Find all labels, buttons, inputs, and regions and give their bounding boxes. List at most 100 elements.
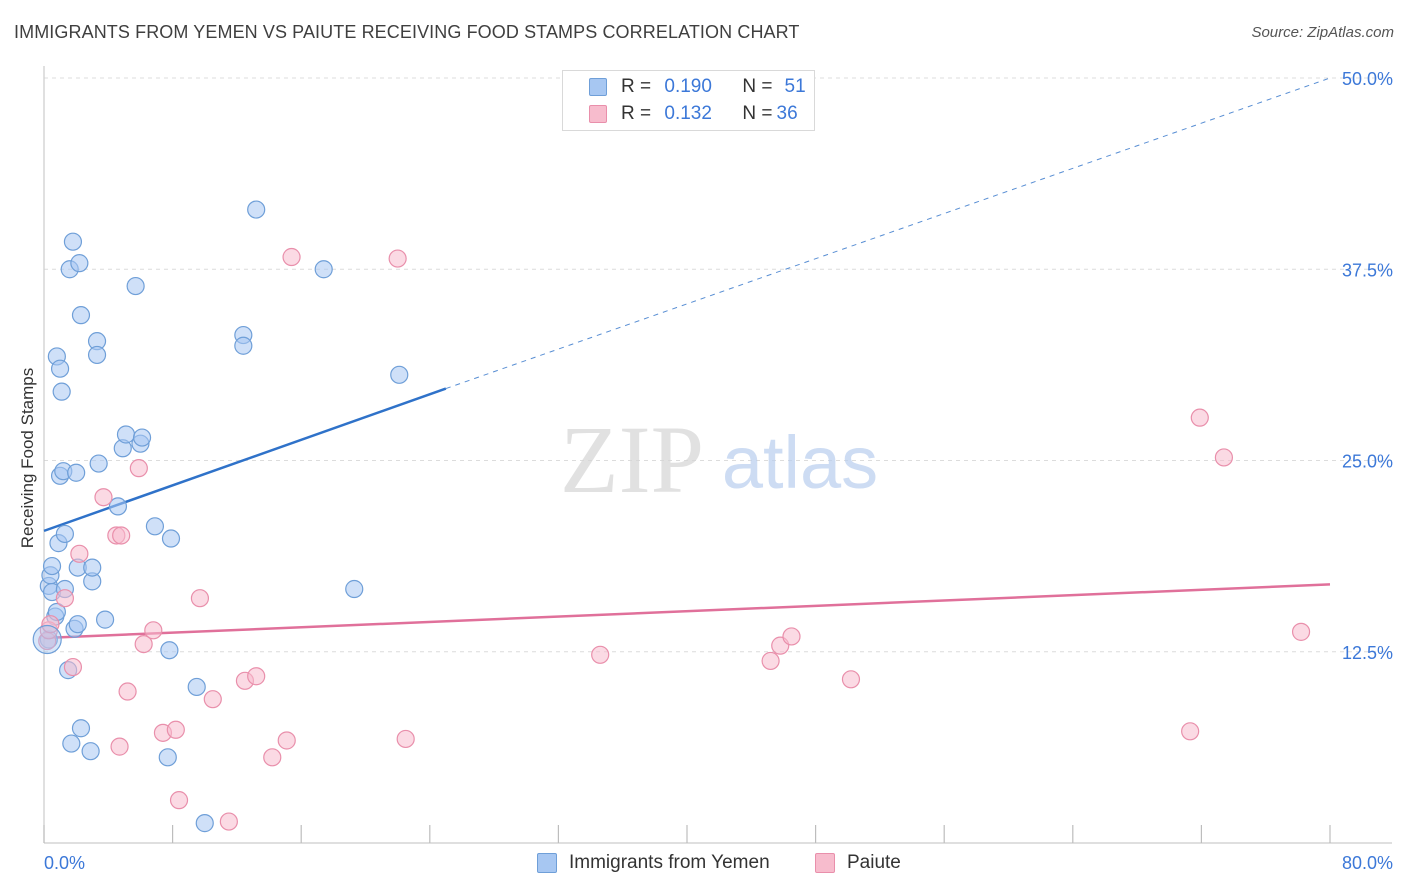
point-paiute-22: [263, 748, 282, 767]
watermark: ZIP atlas: [560, 406, 878, 513]
tick-labels: 12.5% 25.0% 37.5% 50.0% 0.0% 80.0%: [44, 69, 1393, 873]
stats-legend: R = 0.190 N = 51 R = 0.132 N = 36: [562, 70, 815, 131]
bottom-legend-yemen: Immigrants from Yemen: [537, 852, 770, 874]
point-paiute-2: [41, 615, 60, 634]
point-yemen-10: [50, 359, 70, 378]
point-yemen-25: [81, 742, 100, 761]
point-yemen-37: [132, 428, 152, 447]
watermark-atlas: atlas: [722, 421, 878, 504]
y-tick-label-1: 25.0%: [1342, 452, 1393, 472]
point-paiute-12: [134, 634, 153, 654]
axes: [43, 66, 1392, 844]
point-yemen-24: [71, 719, 91, 738]
point-paiute-28: [761, 651, 780, 671]
point-paiute-34: [1214, 448, 1234, 467]
point-paiute-4: [63, 657, 83, 677]
point-yemen-17: [62, 734, 81, 753]
bottom-swatch-yemen: [537, 853, 557, 873]
point-paiute-25: [388, 249, 407, 268]
point-paiute-33: [1190, 408, 1209, 427]
point-yemen-18: [63, 232, 83, 251]
legend-row-paiute: R = 0.132 N = 36: [589, 103, 798, 125]
point-paiute-5: [70, 544, 89, 563]
point-paiute-6: [94, 488, 113, 507]
point-yemen-45: [234, 336, 253, 355]
watermark-zip: ZIP: [560, 406, 704, 513]
point-yemen-23: [71, 306, 91, 325]
point-yemen-46: [247, 200, 266, 219]
point-paiute-19: [219, 812, 238, 831]
point-paiute-23: [277, 731, 296, 750]
legend-r-value: 0.132: [664, 103, 712, 124]
point-paiute-21: [247, 667, 266, 686]
legend-swatch-yemen: [589, 78, 607, 96]
point-paiute-35: [1291, 622, 1311, 641]
point-paiute-9: [112, 526, 131, 545]
y-tick-label-3: 50.0%: [1342, 69, 1393, 89]
point-yemen-38: [145, 517, 165, 536]
legend-row-yemen: R = 0.190 N = 51: [589, 76, 806, 98]
point-paiute-17: [190, 589, 210, 608]
legend-r-value: 0.190: [664, 76, 712, 97]
point-paiute-3: [55, 589, 74, 608]
legend-swatch-paiute: [589, 105, 607, 123]
point-yemen-47: [314, 260, 333, 279]
point-yemen-29: [87, 345, 107, 365]
point-paiute-13: [144, 621, 163, 640]
data-points: [32, 200, 1311, 833]
x-tick-label-min: 0.0%: [44, 853, 85, 873]
bottom-legend-label-paiute: Paiute: [847, 852, 901, 873]
point-yemen-20: [67, 463, 86, 482]
point-paiute-16: [169, 791, 189, 810]
bottom-swatch-paiute: [815, 853, 835, 873]
point-paiute-26: [396, 729, 415, 749]
legend-n-label: N =: [742, 76, 773, 97]
point-yemen-cluster: [32, 624, 62, 655]
source-note: Source: ZipAtlas.com: [1251, 24, 1394, 41]
bottom-legend-paiute: Paiute: [815, 852, 901, 874]
y-tick-label-2: 37.5%: [1342, 260, 1393, 280]
point-yemen-39: [158, 748, 177, 767]
point-yemen-32: [108, 497, 128, 516]
point-paiute-31: [841, 670, 861, 689]
legend-r-label: R =: [621, 76, 652, 97]
legend-r-label: R =: [621, 103, 652, 124]
point-paiute-15: [166, 720, 185, 739]
bottom-legend-label-yemen: Immigrants from Yemen: [569, 852, 770, 873]
point-paiute-27: [591, 645, 610, 664]
point-paiute-10: [118, 682, 137, 701]
point-yemen-31: [95, 610, 115, 629]
trend-lines: [43, 77, 1331, 640]
point-yemen-49: [390, 365, 409, 384]
y-axis-label: Receiving Food Stamps: [18, 367, 37, 549]
y-tick-label-0: 12.5%: [1342, 643, 1393, 663]
trend-line-yemen-extension: [445, 77, 1331, 390]
point-yemen-43: [195, 814, 214, 833]
point-yemen-35: [126, 276, 145, 296]
point-paiute-18: [203, 690, 222, 709]
point-yemen-13: [55, 524, 74, 544]
legend-n-label: N =: [742, 103, 773, 124]
point-paiute-11: [129, 459, 148, 478]
point-paiute-8: [110, 737, 129, 756]
point-yemen-50: [68, 615, 87, 634]
point-paiute-24: [282, 247, 301, 267]
point-yemen-42: [187, 677, 206, 697]
point-yemen-27: [83, 558, 102, 577]
point-yemen-34: [116, 425, 136, 444]
point-yemen-48: [345, 579, 364, 599]
point-yemen-4: [42, 556, 62, 576]
trend-line-paiute: [43, 583, 1331, 640]
legend-n-value: 36: [776, 103, 798, 124]
point-yemen-22: [70, 254, 89, 273]
point-paiute-30: [782, 627, 801, 646]
point-yemen-41: [161, 529, 181, 548]
legend-n-value: 51: [784, 76, 806, 97]
point-yemen-11: [52, 382, 71, 401]
point-yemen-30: [89, 454, 108, 473]
chart-title: IMMIGRANTS FROM YEMEN VS PAIUTE RECEIVIN…: [14, 22, 800, 42]
gridlines: [44, 77, 1392, 653]
point-yemen-40: [160, 641, 179, 660]
x-tick-label-max: 80.0%: [1342, 853, 1393, 873]
